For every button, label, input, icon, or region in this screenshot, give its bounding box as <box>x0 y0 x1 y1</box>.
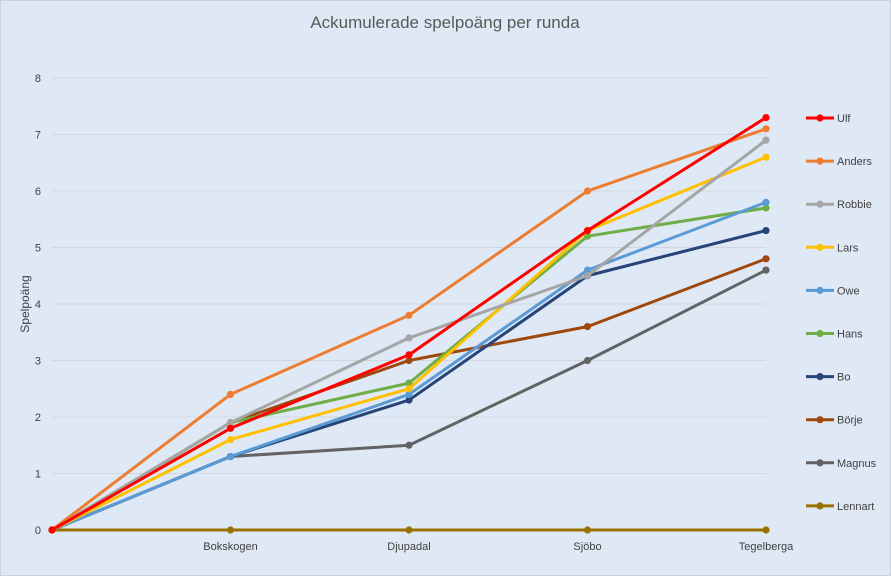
legend-swatch-marker <box>816 329 824 338</box>
data-point <box>583 526 592 534</box>
series-ulf <box>48 113 770 534</box>
x-tick-label: Bokskogen <box>203 541 257 553</box>
legend-swatch-marker <box>816 157 824 165</box>
legend-swatch-marker <box>816 502 824 510</box>
legend-swatch-marker <box>816 200 824 208</box>
data-point <box>583 356 592 365</box>
data-point <box>405 351 413 359</box>
y-tick-label: 4 <box>35 299 41 311</box>
x-tick-label: Tegelberga <box>739 541 794 553</box>
y-tick-label: 6 <box>35 186 41 198</box>
legend: Ulf Anders Robbie Lars Owe Hans Bo Börje Magnus L… <box>806 113 877 513</box>
x-tick-label: Djupadal <box>387 541 430 553</box>
legend-item: Lennart <box>806 501 874 513</box>
legend-label: Ulf <box>837 113 851 125</box>
data-point <box>405 311 413 319</box>
legend-label: Lennart <box>837 501 874 513</box>
legend-item: Anders <box>806 156 872 168</box>
legend-item: Robbie <box>806 199 872 211</box>
data-point <box>48 526 56 534</box>
y-tick-label: 7 <box>35 130 41 142</box>
series-lars <box>48 153 770 534</box>
legend-label: Robbie <box>837 199 872 211</box>
data-point <box>405 385 413 393</box>
data-point <box>405 526 413 534</box>
data-point <box>583 272 592 280</box>
y-tick-label: 5 <box>35 243 41 255</box>
y-tick-label: 2 <box>35 412 41 424</box>
data-point <box>405 356 413 365</box>
legend-swatch-marker <box>816 114 824 122</box>
data-point <box>583 187 592 195</box>
x-tick-label: Sjöbo <box>573 541 601 553</box>
data-point <box>226 424 235 432</box>
data-point <box>405 379 413 387</box>
data-point <box>762 226 770 235</box>
data-point <box>405 396 413 404</box>
data-point <box>226 419 235 427</box>
data-point <box>226 436 235 444</box>
legend-label: Owe <box>837 285 860 297</box>
legend-label: Hans <box>837 329 863 341</box>
legend-label: Magnus <box>837 458 877 470</box>
legend-label: Bo <box>837 372 850 384</box>
y-tick-label: 1 <box>35 469 41 481</box>
legend-swatch-marker <box>816 416 824 424</box>
legend-item: Owe <box>806 285 860 297</box>
legend-swatch-marker <box>816 243 824 251</box>
data-point <box>583 323 592 331</box>
data-point <box>226 452 235 461</box>
legend-item: Magnus <box>806 458 877 470</box>
data-point <box>226 390 235 398</box>
y-tick-label: 3 <box>35 356 41 368</box>
data-point <box>762 136 770 144</box>
legend-label: Lars <box>837 242 859 254</box>
y-tick-label: 0 <box>35 525 41 537</box>
y-tick-label: 8 <box>35 73 41 85</box>
data-point <box>405 441 413 449</box>
legend-item: Lars <box>806 242 859 254</box>
data-point <box>226 526 235 534</box>
y-axis-title: Spelpoäng <box>18 275 32 332</box>
series-group <box>48 113 770 534</box>
legend-swatch-marker <box>816 286 824 294</box>
legend-swatch-marker <box>816 373 824 381</box>
legend-item: Börje <box>806 415 863 427</box>
legend-item: Ulf <box>806 113 851 125</box>
legend-item: Hans <box>806 329 863 341</box>
data-point <box>583 232 592 240</box>
chart-title: Ackumulerade spelpoäng per runda <box>310 13 580 32</box>
data-point <box>762 204 770 212</box>
data-point <box>762 198 770 206</box>
data-point <box>762 266 770 274</box>
data-point <box>762 255 770 263</box>
data-point <box>762 526 770 534</box>
legend-label: Anders <box>837 156 872 168</box>
data-point <box>762 113 770 122</box>
series-robbie <box>48 136 770 534</box>
legend-item: Bo <box>806 372 850 384</box>
x-tick-labels: Bokskogen Djupadal Sjöbo Tegelberga <box>203 541 794 553</box>
data-point <box>762 125 770 133</box>
data-point <box>583 226 592 235</box>
data-point <box>405 334 413 342</box>
data-point <box>583 266 592 274</box>
y-tick-labels: 0 1 2 3 4 5 6 7 8 <box>35 73 41 537</box>
legend-label: Börje <box>837 415 863 427</box>
data-point <box>405 390 413 398</box>
legend-swatch-marker <box>816 459 824 467</box>
data-point <box>762 153 770 161</box>
